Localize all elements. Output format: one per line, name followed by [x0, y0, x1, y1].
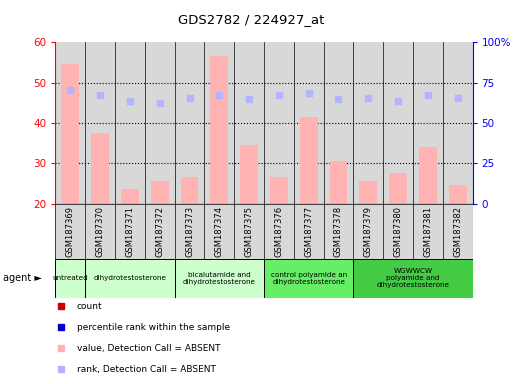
Text: bicalutamide and
dihydrotestosterone: bicalutamide and dihydrotestosterone [183, 272, 256, 285]
Text: GSM187374: GSM187374 [215, 206, 224, 257]
Text: GSM187376: GSM187376 [275, 206, 284, 257]
Text: rank, Detection Call = ABSENT: rank, Detection Call = ABSENT [77, 365, 215, 374]
Text: GSM187369: GSM187369 [66, 206, 75, 257]
Text: GSM187370: GSM187370 [96, 206, 105, 257]
Text: value, Detection Call = ABSENT: value, Detection Call = ABSENT [77, 344, 220, 353]
Bar [145, 42, 175, 204]
Bar [383, 204, 413, 259]
Bar [353, 204, 383, 259]
Text: GSM187381: GSM187381 [423, 206, 432, 257]
Bar [419, 147, 437, 204]
Bar [175, 259, 264, 298]
Bar [264, 42, 294, 204]
Bar [234, 204, 264, 259]
Bar [449, 185, 467, 204]
Bar [121, 189, 139, 204]
Bar [55, 204, 85, 259]
Bar [443, 204, 473, 259]
Bar [329, 161, 347, 204]
Bar [234, 42, 264, 204]
Bar [270, 177, 288, 204]
Text: GSM187375: GSM187375 [244, 206, 253, 257]
Text: GSM187382: GSM187382 [453, 206, 462, 257]
Bar [85, 204, 115, 259]
Bar [300, 117, 318, 204]
Bar [61, 65, 79, 204]
Bar [383, 42, 413, 204]
Bar [324, 42, 353, 204]
Text: GSM187373: GSM187373 [185, 206, 194, 257]
Text: percentile rank within the sample: percentile rank within the sample [77, 323, 230, 332]
Bar [264, 204, 294, 259]
Bar [115, 204, 145, 259]
Bar [294, 42, 324, 204]
Bar [204, 204, 234, 259]
Bar [175, 204, 204, 259]
Bar [145, 204, 175, 259]
Text: dihydrotestosterone: dihydrotestosterone [93, 275, 166, 281]
Text: GSM187379: GSM187379 [364, 206, 373, 257]
Text: control polyamide an
dihydrotestosterone: control polyamide an dihydrotestosterone [271, 272, 347, 285]
Text: GSM187372: GSM187372 [155, 206, 164, 257]
Bar [210, 56, 228, 204]
Text: count: count [77, 301, 102, 311]
Bar [443, 42, 473, 204]
Bar [175, 42, 204, 204]
Text: untreated: untreated [52, 275, 88, 281]
Text: GSM187378: GSM187378 [334, 206, 343, 257]
Text: GSM187377: GSM187377 [304, 206, 313, 257]
Bar [353, 259, 473, 298]
Bar [85, 42, 115, 204]
Bar [55, 259, 85, 298]
Bar [240, 145, 258, 204]
Text: agent ►: agent ► [3, 273, 42, 283]
Bar [181, 177, 199, 204]
Bar [55, 42, 85, 204]
Text: WGWWCW
polyamide and
dihydrotestosterone: WGWWCW polyamide and dihydrotestosterone [376, 268, 449, 288]
Bar [360, 181, 377, 204]
Text: GDS2782 / 224927_at: GDS2782 / 224927_at [177, 13, 324, 26]
Bar [115, 42, 145, 204]
Bar [353, 42, 383, 204]
Text: GSM187371: GSM187371 [126, 206, 135, 257]
Bar [294, 204, 324, 259]
Bar [264, 259, 353, 298]
Bar [151, 181, 168, 204]
Bar [85, 259, 175, 298]
Bar [204, 42, 234, 204]
Bar [324, 204, 353, 259]
Bar [413, 204, 443, 259]
Bar [91, 133, 109, 204]
Text: GSM187380: GSM187380 [393, 206, 402, 257]
Bar [389, 173, 407, 204]
Bar [413, 42, 443, 204]
